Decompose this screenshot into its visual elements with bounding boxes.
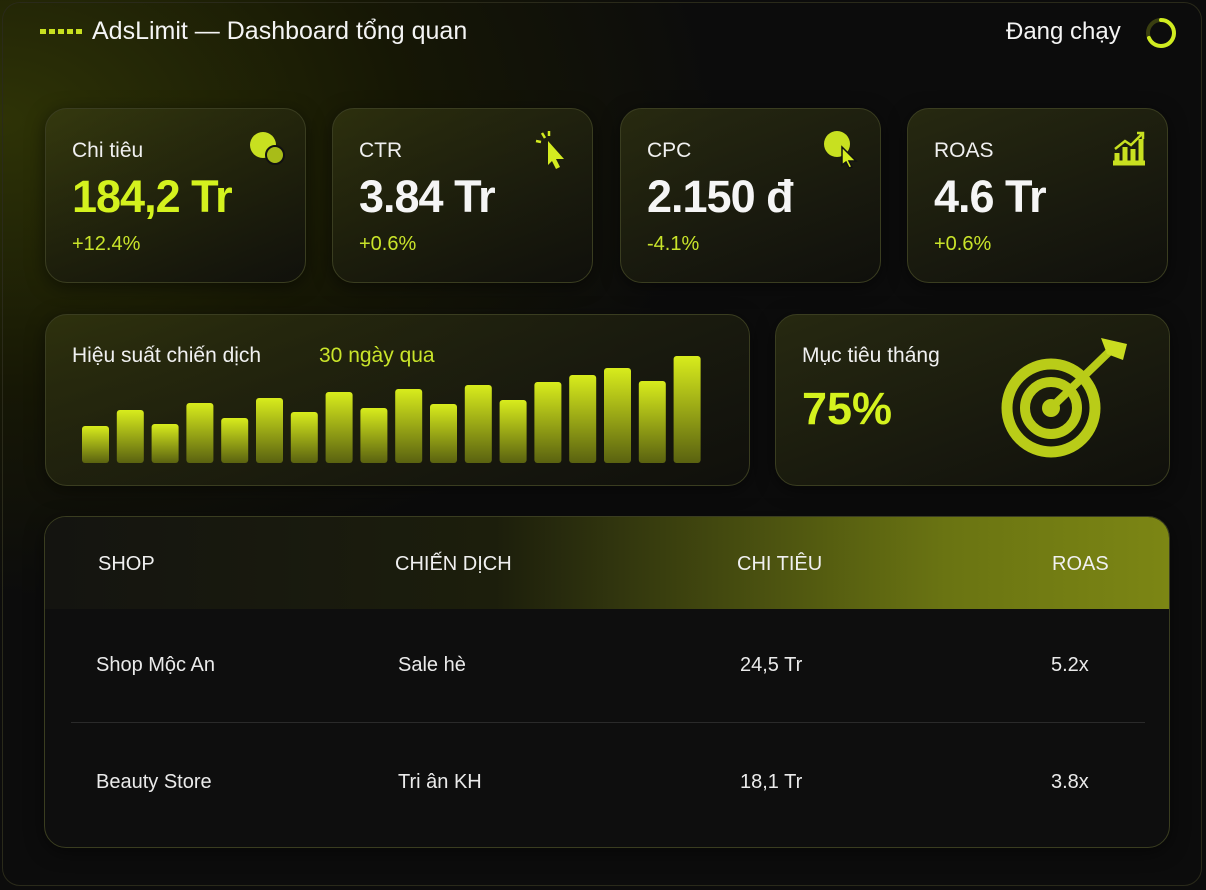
table-cell: Sale hè [398, 654, 466, 676]
kpi-card: ROAS 4.6 Tr +0.6% [907, 108, 1168, 283]
goal-value: 75% [802, 383, 893, 434]
table-cell: 18,1 Tr [740, 771, 803, 793]
bar [221, 418, 249, 463]
kpi-label: CPC [647, 139, 692, 162]
kpi-change: +0.6% [934, 233, 992, 255]
kpi-change: -4.1% [647, 233, 700, 255]
column-header: SHOP [98, 553, 155, 575]
table-cell: 3.8x [1051, 771, 1089, 793]
bar [82, 426, 109, 463]
icon-bars [1113, 139, 1145, 166]
table-cell: 24,5 Tr [740, 654, 803, 676]
bar [499, 400, 527, 463]
icon-cursor [841, 145, 858, 169]
kpi-label: CTR [359, 139, 403, 162]
kpi-icon [535, 131, 564, 169]
icon-cursor [548, 141, 564, 169]
bar [464, 385, 492, 463]
app-title: AdsLimit — Dashboard tổng quan [92, 17, 468, 45]
table-cell: Beauty Store [96, 771, 212, 793]
bar [430, 404, 457, 463]
kpi-value: 3.84 Tr [359, 171, 496, 222]
kpi-card: CPC 2.150 đ -4.1% [620, 108, 881, 283]
bar [325, 392, 353, 463]
column-header: ROAS [1052, 553, 1109, 575]
kpi-value: 4.6 Tr [934, 171, 1047, 222]
kpi-change: +0.6% [359, 233, 417, 255]
chart-period: 30 ngày qua [319, 344, 435, 367]
bar [534, 382, 562, 463]
bar [186, 403, 214, 463]
table-cell: Shop Mộc An [96, 654, 215, 676]
chart-title: Hiệu suất chiến dịch [72, 344, 262, 367]
table-cell: 5.2x [1051, 654, 1089, 676]
bar [151, 424, 179, 463]
icon-coin [265, 145, 285, 165]
goal-card: Mục tiêu tháng 75% [775, 314, 1170, 486]
table-cell: Tri ân KH [398, 771, 482, 793]
bar [638, 381, 666, 463]
kpi-card: Chi tiêu 184,2 Tr +12.4% [45, 108, 306, 283]
kpi-label: Chi tiêu [72, 139, 144, 162]
icon-rays [535, 131, 551, 144]
column-header: CHI TIÊU [737, 553, 823, 575]
kpi-icon [1113, 131, 1145, 166]
bar-chart [82, 356, 701, 463]
bar [569, 375, 597, 463]
bar [673, 356, 701, 463]
performance-card: Hiệu suất chiến dịch 30 ngày qua [45, 314, 750, 486]
goal-label: Mục tiêu tháng [802, 344, 940, 367]
target-icon [1001, 338, 1127, 458]
table-header-band [45, 517, 1169, 609]
kpi-value: 184,2 Tr [72, 171, 233, 222]
campaign-table [44, 516, 1170, 848]
bar [116, 410, 144, 463]
kpi-value: 2.150 đ [647, 171, 794, 222]
kpi-label: ROAS [934, 139, 994, 162]
bar [604, 368, 631, 463]
kpi-icon [250, 132, 285, 165]
icon-arrow [1114, 131, 1145, 150]
column-header: CHIẾN DỊCH [395, 553, 512, 575]
bar [395, 389, 423, 463]
kpi-icon [824, 131, 858, 169]
menu-dots [40, 29, 82, 34]
kpi-change: +12.4% [72, 233, 141, 255]
row-divider [71, 722, 1145, 723]
bar [360, 408, 388, 463]
status-text: Đang chạy [1006, 18, 1121, 45]
bar [256, 398, 283, 463]
kpi-card: CTR 3.84 Tr +0.6% [332, 108, 593, 283]
status-spinner [1146, 18, 1176, 48]
bar [290, 412, 318, 463]
